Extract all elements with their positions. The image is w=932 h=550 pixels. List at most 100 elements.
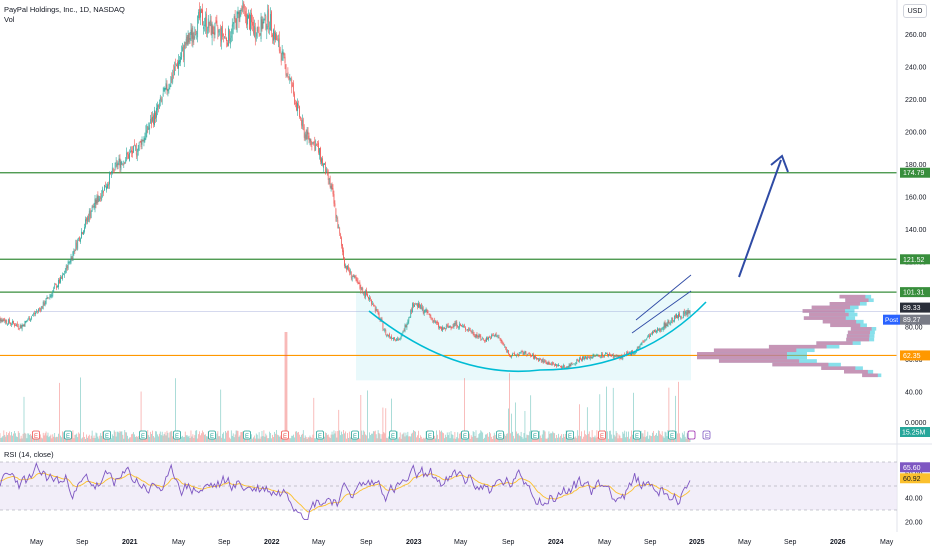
volume-bar: [660, 435, 662, 442]
volume-bar: [420, 436, 422, 442]
volume-bar: [195, 430, 197, 442]
volume-bar: [324, 436, 325, 442]
volume-bar: [92, 437, 94, 442]
rsi-value-label: 65.60: [903, 465, 921, 472]
volume-bar: [181, 436, 182, 442]
volume-profile-bar-down: [772, 362, 829, 367]
volume-bar: [478, 434, 480, 442]
candle-body: [652, 331, 653, 335]
candle-body: [421, 306, 423, 311]
volume-bar: [512, 431, 513, 442]
candle-body: [483, 338, 485, 340]
volume-bar: [328, 436, 330, 442]
volume-bar: [93, 435, 95, 442]
volume-bar: [286, 332, 288, 442]
currency-button[interactable]: USD: [903, 4, 927, 18]
volume-bar: [685, 438, 687, 442]
volume-bar: [40, 437, 42, 442]
candle-body: [365, 291, 366, 298]
candle-body: [447, 324, 449, 327]
candle-body: [111, 167, 113, 174]
volume-bar: [99, 435, 101, 442]
candle-body: [649, 335, 651, 338]
candle-body: [168, 87, 170, 90]
candle-body: [601, 353, 603, 357]
volume-bar: [168, 437, 170, 442]
volume-bar: [111, 434, 113, 442]
candle-body: [650, 333, 652, 337]
candle-body: [498, 336, 500, 338]
volume-bar: [215, 438, 217, 442]
volume-bar: [84, 436, 85, 442]
volume-bar: [237, 430, 239, 442]
volume-bar: [521, 437, 523, 442]
candle-body: [151, 117, 152, 125]
candle-body: [183, 45, 185, 60]
volume-bar: [300, 436, 301, 442]
candle-body: [69, 261, 71, 263]
candle-body: [490, 335, 492, 339]
candle-body: [585, 356, 586, 358]
candle-body: [591, 356, 593, 359]
candle-body: [104, 184, 105, 191]
channel-lower: [631, 290, 692, 334]
price-tick-label-2: 220.00: [905, 97, 927, 104]
candle-body: [92, 206, 94, 208]
candle-body: [339, 228, 341, 234]
candle-body: [450, 326, 452, 329]
volume-bar: [464, 378, 465, 442]
volume-bar: [48, 437, 50, 442]
volume-bar: [681, 438, 682, 442]
volume-bar: [288, 438, 290, 442]
candle-body: [113, 170, 115, 172]
volume-bar: [586, 407, 588, 442]
candle-body: [617, 355, 619, 358]
candle-body: [30, 319, 32, 322]
volume-bar: [479, 432, 481, 442]
volume-bar: [631, 430, 632, 442]
candle-body: [466, 329, 467, 331]
earnings-marker-label: E: [498, 434, 502, 440]
volume-bar: [157, 434, 158, 442]
volume-bar: [399, 432, 401, 442]
candle-body: [419, 304, 421, 309]
volume-bar: [488, 436, 489, 442]
candle-body: [378, 313, 380, 320]
candle-body: [210, 20, 212, 35]
volume-bar: [522, 438, 524, 442]
target-arrow-head: [770, 154, 789, 173]
volume-bar: [377, 430, 379, 442]
volume-legend[interactable]: Vol: [4, 15, 15, 24]
volume-bar: [602, 437, 604, 442]
volume-bar: [327, 434, 329, 442]
candle-body: [122, 164, 124, 165]
symbol-legend[interactable]: PayPal Holdings, Inc., 1D, NASDAQ: [4, 5, 125, 14]
candle-body: [130, 151, 131, 152]
volume-profile-bar-down: [811, 305, 851, 310]
volume-bar: [12, 435, 13, 442]
candle-body: [109, 172, 110, 185]
volume-bar: [266, 435, 268, 442]
candle-body: [660, 328, 662, 332]
volume-bar: [341, 431, 342, 442]
volume-bar: [391, 398, 392, 442]
volume-bar: [425, 431, 427, 442]
earnings-marker-label: E: [210, 434, 214, 440]
candle-body: [12, 321, 13, 324]
candle-body: [36, 311, 37, 313]
volume-bar: [403, 432, 405, 442]
candle-body: [546, 363, 548, 364]
candle-body: [593, 355, 595, 356]
candle-body: [345, 265, 346, 268]
candle-body: [586, 357, 588, 360]
volume-bar: [314, 438, 316, 442]
candle-body: [673, 320, 675, 322]
candle-body: [436, 321, 437, 324]
candle-body: [296, 101, 297, 111]
candle-body: [605, 353, 606, 355]
candle-body: [300, 119, 302, 126]
candle-body: [132, 150, 133, 154]
volume-bar: [138, 438, 140, 442]
